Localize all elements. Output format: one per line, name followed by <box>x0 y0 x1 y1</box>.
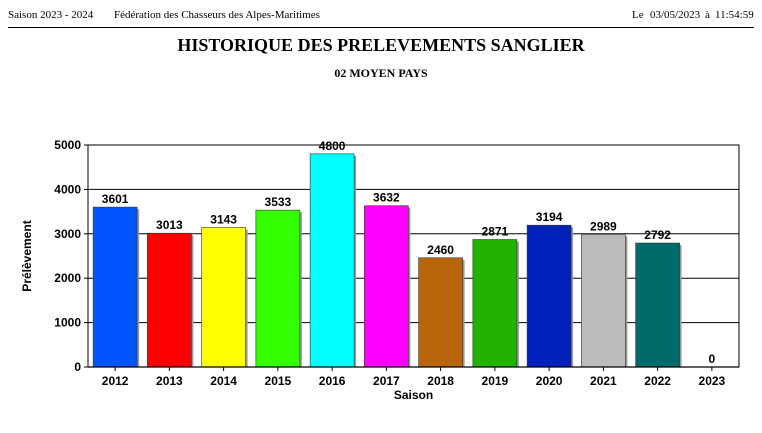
y-tick-label: 0 <box>74 360 81 374</box>
chart-subtitle: 02 MOYEN PAYS <box>334 66 428 80</box>
bar <box>92 206 138 368</box>
bar <box>309 153 355 368</box>
x-tick-label: 2021 <box>590 374 617 388</box>
y-tick-label: 2000 <box>54 271 81 285</box>
bar <box>635 242 680 368</box>
bar-value-label: 2460 <box>427 243 454 257</box>
x-tick-label: 2022 <box>644 374 671 388</box>
y-tick-label: 5000 <box>54 138 81 152</box>
header-time: 11:54:59 <box>715 9 754 21</box>
plot-area <box>87 144 740 368</box>
bar-value-label: 3533 <box>265 195 292 209</box>
x-tick-label: 2014 <box>210 374 237 388</box>
y-tick-label: 3000 <box>54 227 81 241</box>
bar <box>472 239 518 368</box>
x-axis-title: Saison <box>394 388 433 402</box>
bar <box>581 233 626 368</box>
y-tick-label: 1000 <box>54 316 81 330</box>
x-tick-label: 2023 <box>699 374 726 388</box>
bar-value-label: 3013 <box>156 218 183 232</box>
bar-value-label: 3601 <box>102 192 129 206</box>
header-date-prefix: Le <box>632 9 644 21</box>
bar-value-label: 2792 <box>644 228 671 242</box>
bar-value-label: 3632 <box>373 191 400 205</box>
bar <box>364 205 409 368</box>
header-date: 03/05/2023 <box>650 9 701 21</box>
bar <box>255 209 301 368</box>
bar <box>526 224 572 368</box>
bar-value-label: 3143 <box>210 212 237 226</box>
header-divider <box>8 27 754 28</box>
header-season: Saison 2023 - 2024 <box>8 9 94 21</box>
chart-title: HISTORIQUE DES PRELEVEMENTS SANGLIER <box>177 35 585 55</box>
bar <box>201 227 246 368</box>
x-tick-label: 2017 <box>373 374 400 388</box>
bar-value-label: 0 <box>709 352 716 366</box>
x-tick-label: 2018 <box>427 374 454 388</box>
x-tick-label: 2020 <box>536 374 563 388</box>
bar <box>418 257 463 368</box>
bar-value-label: 2871 <box>482 225 509 239</box>
bar <box>147 232 192 368</box>
bar-value-label: 2989 <box>590 219 617 233</box>
bar-value-label: 4800 <box>319 139 346 153</box>
bar-value-label: 3194 <box>536 210 563 224</box>
x-tick-label: 2019 <box>482 374 509 388</box>
y-tick-label: 4000 <box>54 182 81 196</box>
x-tick-label: 2015 <box>265 374 292 388</box>
y-axis-title: Prélèvement <box>20 220 34 291</box>
x-tick-label: 2013 <box>156 374 183 388</box>
x-tick-label: 2012 <box>102 374 129 388</box>
header-federation: Fédération des Chasseurs des Alpes-Marit… <box>114 9 320 21</box>
x-tick-label: 2016 <box>319 374 346 388</box>
header-time-prefix: à <box>705 9 710 21</box>
